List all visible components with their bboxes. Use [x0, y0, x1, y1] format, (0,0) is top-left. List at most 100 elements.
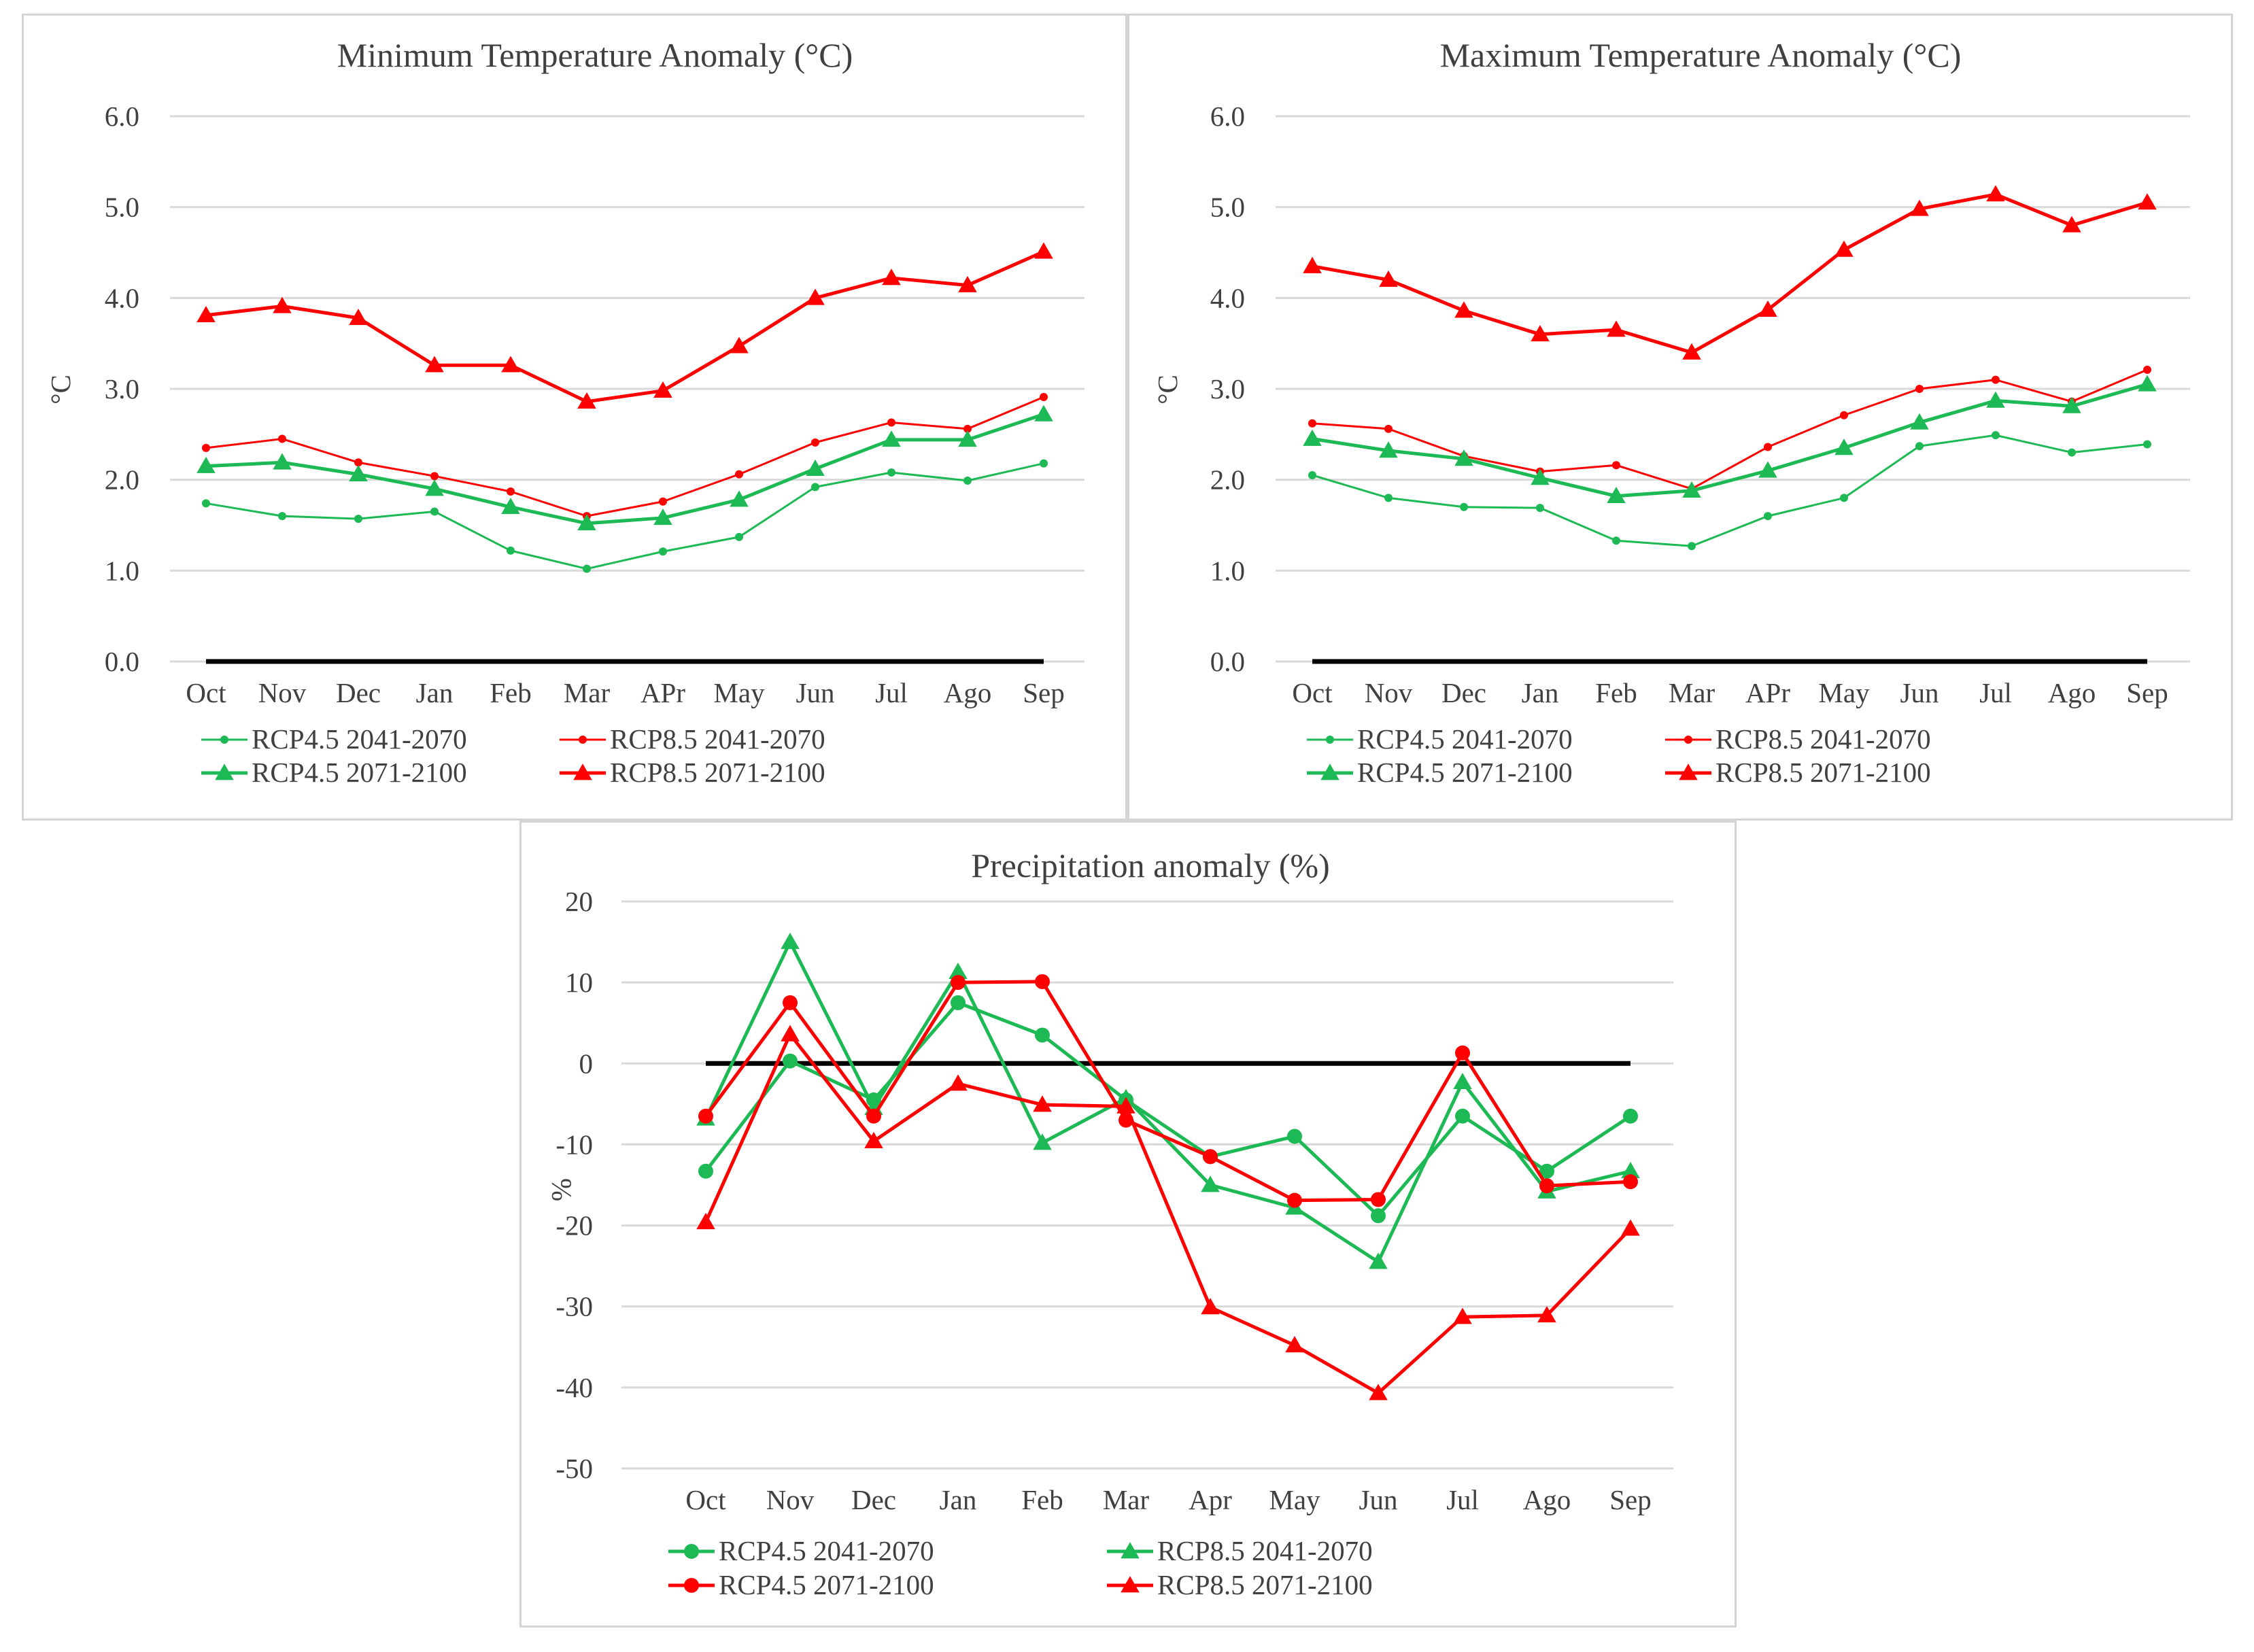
y-axis-label: °C	[45, 375, 76, 405]
data-point	[1371, 1208, 1386, 1224]
data-point	[963, 477, 972, 485]
series-rcp8-5-2071-2100	[197, 242, 1053, 409]
x-tick-label: Jul	[1979, 677, 2012, 708]
series-line	[704, 1001, 1632, 1218]
x-tick-label: Ago	[944, 677, 992, 708]
series-line	[205, 462, 1044, 570]
data-point	[698, 1108, 713, 1124]
data-point	[1758, 300, 1777, 317]
y-tick-label: -10	[556, 1129, 593, 1160]
data-point	[577, 514, 596, 531]
data-point	[1287, 1129, 1302, 1144]
data-point	[2068, 448, 2076, 457]
x-tick-label: Jun	[796, 677, 835, 708]
data-point	[735, 470, 743, 479]
legend-label: RCP4.5 2041-2070	[252, 723, 467, 755]
data-point	[1033, 1095, 1052, 1112]
chart-title: Precipitation anomaly (%)	[971, 846, 1330, 884]
legend-marker	[220, 736, 228, 744]
x-tick-label: Mar	[1669, 677, 1715, 708]
legend-label: RCP4.5 2071-2100	[719, 1569, 934, 1600]
data-point	[202, 499, 210, 508]
legend-marker	[573, 763, 592, 780]
data-point	[1379, 270, 1398, 287]
chart-svg: Maximum Temperature Anomaly (°C) °C 0.0 1…	[1152, 36, 2190, 788]
data-point	[425, 356, 444, 373]
data-point	[951, 995, 966, 1010]
y-tick-label: 0.0	[1210, 646, 1245, 677]
y-tick-label: 4.0	[105, 282, 139, 313]
series-line	[1312, 368, 2148, 490]
legend-label: RCP4.5 2041-2070	[1357, 723, 1573, 755]
data-point	[653, 381, 672, 398]
data-point	[806, 459, 825, 476]
data-point	[1040, 459, 1048, 468]
x-tick-label: May	[1818, 677, 1870, 708]
data-point	[1682, 481, 1701, 498]
x-tick-label: Dec	[851, 1484, 896, 1515]
data-point	[882, 430, 901, 447]
data-point	[501, 498, 520, 515]
x-tick-label: Oct	[186, 677, 226, 708]
y-tick-label: 4.0	[1210, 282, 1245, 313]
series-line	[205, 249, 1045, 404]
data-point	[887, 418, 895, 427]
x-tick-label: May	[713, 677, 765, 708]
y-tick-label: 3.0	[105, 373, 139, 405]
data-point	[811, 438, 819, 447]
legend-label: RCP8.5 2041-2070	[1715, 723, 1931, 755]
data-point	[2143, 365, 2151, 374]
x-tick-label: Feb	[1021, 1484, 1063, 1515]
data-point	[887, 468, 895, 477]
data-point	[507, 487, 515, 496]
x-tick-label: Ago	[2048, 677, 2096, 708]
legend-label: RCP8.5 2071-2100	[610, 757, 825, 788]
chart-precipitation: Precipitation anomaly (%) % -50 -40 -30 -20…	[519, 821, 1737, 1628]
x-tick-label: Dec	[1441, 677, 1486, 708]
data-point	[354, 515, 362, 523]
x-tick-label: Mar	[1103, 1484, 1150, 1515]
data-point	[2138, 375, 2157, 392]
x-tick-label: Dec	[336, 677, 381, 708]
legend-label: RCP4.5 2071-2100	[1357, 757, 1573, 788]
legend-marker	[215, 763, 234, 780]
series-rcp4-5-2071-2100	[197, 405, 1053, 531]
data-point	[811, 483, 819, 492]
x-tick-label: Sep	[2126, 677, 2168, 708]
legend-marker	[1679, 763, 1698, 780]
data-point	[1040, 393, 1048, 402]
x-tick-label: Feb	[490, 677, 532, 708]
data-point	[1536, 504, 1544, 513]
legend-marker	[1326, 736, 1334, 744]
series-rcp8-5-2071-2100	[696, 1025, 1640, 1400]
data-point	[1531, 468, 1550, 485]
data-point	[197, 456, 216, 473]
data-point	[1033, 1133, 1052, 1150]
legend-label: RCP8.5 2041-2070	[610, 723, 825, 755]
series-line	[704, 1032, 1632, 1395]
y-tick-label: 2.0	[105, 464, 139, 496]
data-point	[1840, 411, 1848, 419]
x-tick-label: Jan	[416, 677, 454, 708]
x-tick-label: Nov	[258, 677, 307, 708]
chart-title: Minimum Temperature Anomaly (°C)	[337, 36, 853, 74]
data-point	[425, 479, 444, 496]
data-point	[783, 1053, 798, 1069]
data-point	[696, 1213, 715, 1230]
data-point	[197, 305, 216, 323]
y-tick-label: -40	[556, 1372, 593, 1403]
data-point	[958, 430, 977, 447]
y-tick-label: 3.0	[1210, 373, 1245, 405]
legend-item: RCP8.5 2041-2070	[1665, 723, 1931, 755]
data-point	[730, 337, 749, 354]
data-point	[1384, 494, 1393, 502]
data-point	[1453, 1072, 1472, 1090]
legend-marker	[684, 1578, 699, 1593]
data-point	[1612, 461, 1620, 470]
data-point	[958, 275, 977, 292]
data-point	[349, 308, 368, 326]
legend-item: RCP4.5 2071-2100	[668, 1569, 934, 1600]
legend-item: RCP8.5 2071-2100	[560, 757, 825, 788]
series-rcp4-5-2071-2100	[698, 974, 1638, 1208]
data-point	[349, 464, 368, 481]
